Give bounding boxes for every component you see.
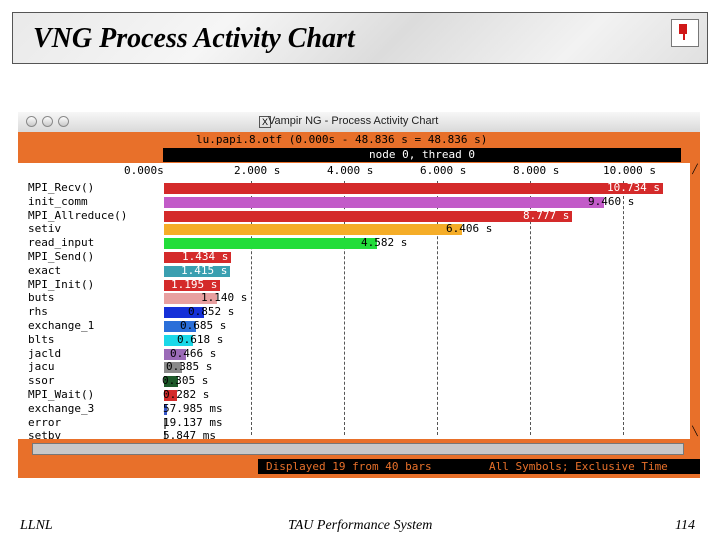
- bar-category-label: MPI_Init(): [28, 278, 95, 291]
- activity-bar[interactable]: [164, 183, 663, 194]
- bar-category-label: exchange_1: [28, 319, 95, 332]
- grid-line: [437, 181, 438, 435]
- activity-bar[interactable]: [164, 431, 166, 442]
- bar-category-label: jacu: [28, 360, 55, 373]
- process-label: node 0, thread 0: [163, 148, 681, 162]
- grid-line: [530, 181, 531, 435]
- bar-category-label: exchange_3: [28, 402, 95, 415]
- status-bar: Displayed 19 from 40 bars All Symbols; E…: [18, 455, 700, 478]
- status-displayed: Displayed 19 from 40 bars: [266, 460, 432, 473]
- activity-bar[interactable]: [164, 390, 177, 401]
- bar-value-label: 1.140 s: [201, 291, 248, 304]
- bar-value-label: 5.847 ms: [163, 429, 216, 442]
- bar-value-label: 1.415 s: [181, 264, 228, 277]
- bar-category-label: error: [28, 416, 62, 429]
- footer-page-number: 114: [675, 518, 695, 533]
- bar-value-label: 6.406 s: [446, 222, 493, 235]
- x-tick-label: 6.000 s: [420, 164, 467, 177]
- bar-category-label: buts: [28, 291, 55, 304]
- bar-category-label: MPI_Recv(): [28, 181, 95, 194]
- activity-bar[interactable]: [164, 266, 230, 277]
- bar-value-label: 4.582 s: [361, 236, 408, 249]
- window-title: Vampir NG - Process Activity Chart: [268, 115, 439, 127]
- bar-value-label: 19.137 ms: [163, 416, 223, 429]
- window-titlebar[interactable]: X Vampir NG - Process Activity Chart: [18, 112, 700, 133]
- activity-bar[interactable]: [164, 376, 178, 387]
- activity-bar[interactable]: [164, 321, 196, 332]
- bar-value-label: 8.777 s: [523, 209, 570, 222]
- activity-bar[interactable]: [164, 404, 167, 415]
- x-tick-label: 0.000s: [124, 164, 164, 177]
- close-button[interactable]: [26, 116, 37, 127]
- zoom-button[interactable]: [58, 116, 69, 127]
- activity-bar[interactable]: [164, 280, 220, 291]
- grid-line: [344, 181, 345, 435]
- activity-bar[interactable]: [164, 362, 182, 373]
- bar-category-label: read_input: [28, 236, 95, 249]
- bar-value-label: 1.434 s: [182, 250, 229, 263]
- bar-category-label: setiv: [28, 222, 62, 235]
- process-header: node 0, thread 0: [18, 147, 700, 163]
- activity-bar[interactable]: [164, 252, 231, 263]
- bar-value-label: 0.618 s: [177, 333, 224, 346]
- slide-title: VNG Process Activity Chart: [33, 23, 355, 54]
- bar-category-label: MPI_Wait(): [28, 388, 95, 401]
- bar-category-label: ssor: [28, 374, 55, 387]
- time-range-header: lu.papi.8.otf (0.000s - 48.836 s = 48.83…: [18, 132, 700, 147]
- grid-line: [623, 181, 624, 435]
- scroll-up-icon[interactable]: ╱: [692, 165, 698, 175]
- grid-line: [251, 181, 252, 435]
- x-tick-label: 2.000 s: [234, 164, 281, 177]
- activity-bar[interactable]: [164, 293, 217, 304]
- activity-bar[interactable]: [164, 418, 166, 429]
- activity-bar[interactable]: [164, 224, 462, 235]
- activity-chart[interactable]: 0.000s 2.000 s 4.000 s 6.000 s 8.000 s 10.000…: [18, 163, 690, 442]
- bar-category-label: rhs: [28, 305, 48, 318]
- bar-value-label: 0.385 s: [166, 360, 213, 373]
- bar-category-label: init_comm: [28, 195, 88, 208]
- tau-logo-icon: [671, 19, 699, 47]
- bar-category-label: exact: [28, 264, 62, 277]
- time-range-text: lu.papi.8.otf (0.000s - 48.836 s = 48.83…: [196, 133, 488, 146]
- bar-value-label: 9.460 s: [588, 195, 635, 208]
- scroll-down-icon[interactable]: ╲: [692, 427, 698, 437]
- bar-value-label: 1.195 s: [171, 278, 218, 291]
- x11-icon: X: [259, 116, 271, 128]
- horizontal-scroll-track[interactable]: [32, 443, 684, 455]
- bar-category-label: blts: [28, 333, 55, 346]
- bar-category-label: jacld: [28, 347, 62, 360]
- activity-bar[interactable]: [164, 197, 604, 208]
- status-mode: All Symbols; Exclusive Time: [489, 460, 668, 473]
- x-tick-label: 10.000 s: [603, 164, 656, 177]
- bar-value-label: 57.985 ms: [163, 402, 223, 415]
- activity-bar[interactable]: [164, 238, 377, 249]
- activity-bar[interactable]: [164, 307, 204, 318]
- bar-value-label: 0.852 s: [188, 305, 235, 318]
- x-tick-label: 8.000 s: [513, 164, 560, 177]
- bar-value-label: 0.282 s: [163, 388, 210, 401]
- x-tick-label: 4.000 s: [327, 164, 374, 177]
- bar-category-label: setbv: [28, 429, 62, 442]
- footer-left: LLNL: [20, 518, 53, 533]
- activity-bar[interactable]: [164, 211, 572, 222]
- bar-value-label: 0.685 s: [180, 319, 227, 332]
- minimize-button[interactable]: [42, 116, 53, 127]
- slide-title-banner: VNG Process Activity Chart: [12, 12, 708, 64]
- footer-center: TAU Performance System: [288, 518, 433, 533]
- bar-value-label: 10.734 s: [607, 181, 660, 194]
- vampir-window: X Vampir NG - Process Activity Chart lu.…: [18, 112, 700, 478]
- bar-value-label: 0.466 s: [170, 347, 217, 360]
- activity-bar[interactable]: [164, 335, 193, 346]
- bar-category-label: MPI_Allreduce(): [28, 209, 128, 222]
- activity-bar[interactable]: [164, 349, 186, 360]
- bar-category-label: MPI_Send(): [28, 250, 95, 263]
- status-box: Displayed 19 from 40 bars All Symbols; E…: [258, 459, 700, 474]
- vertical-scrollbar[interactable]: ╱ ╲: [690, 163, 700, 439]
- bar-value-label: 0.305 s: [162, 374, 209, 387]
